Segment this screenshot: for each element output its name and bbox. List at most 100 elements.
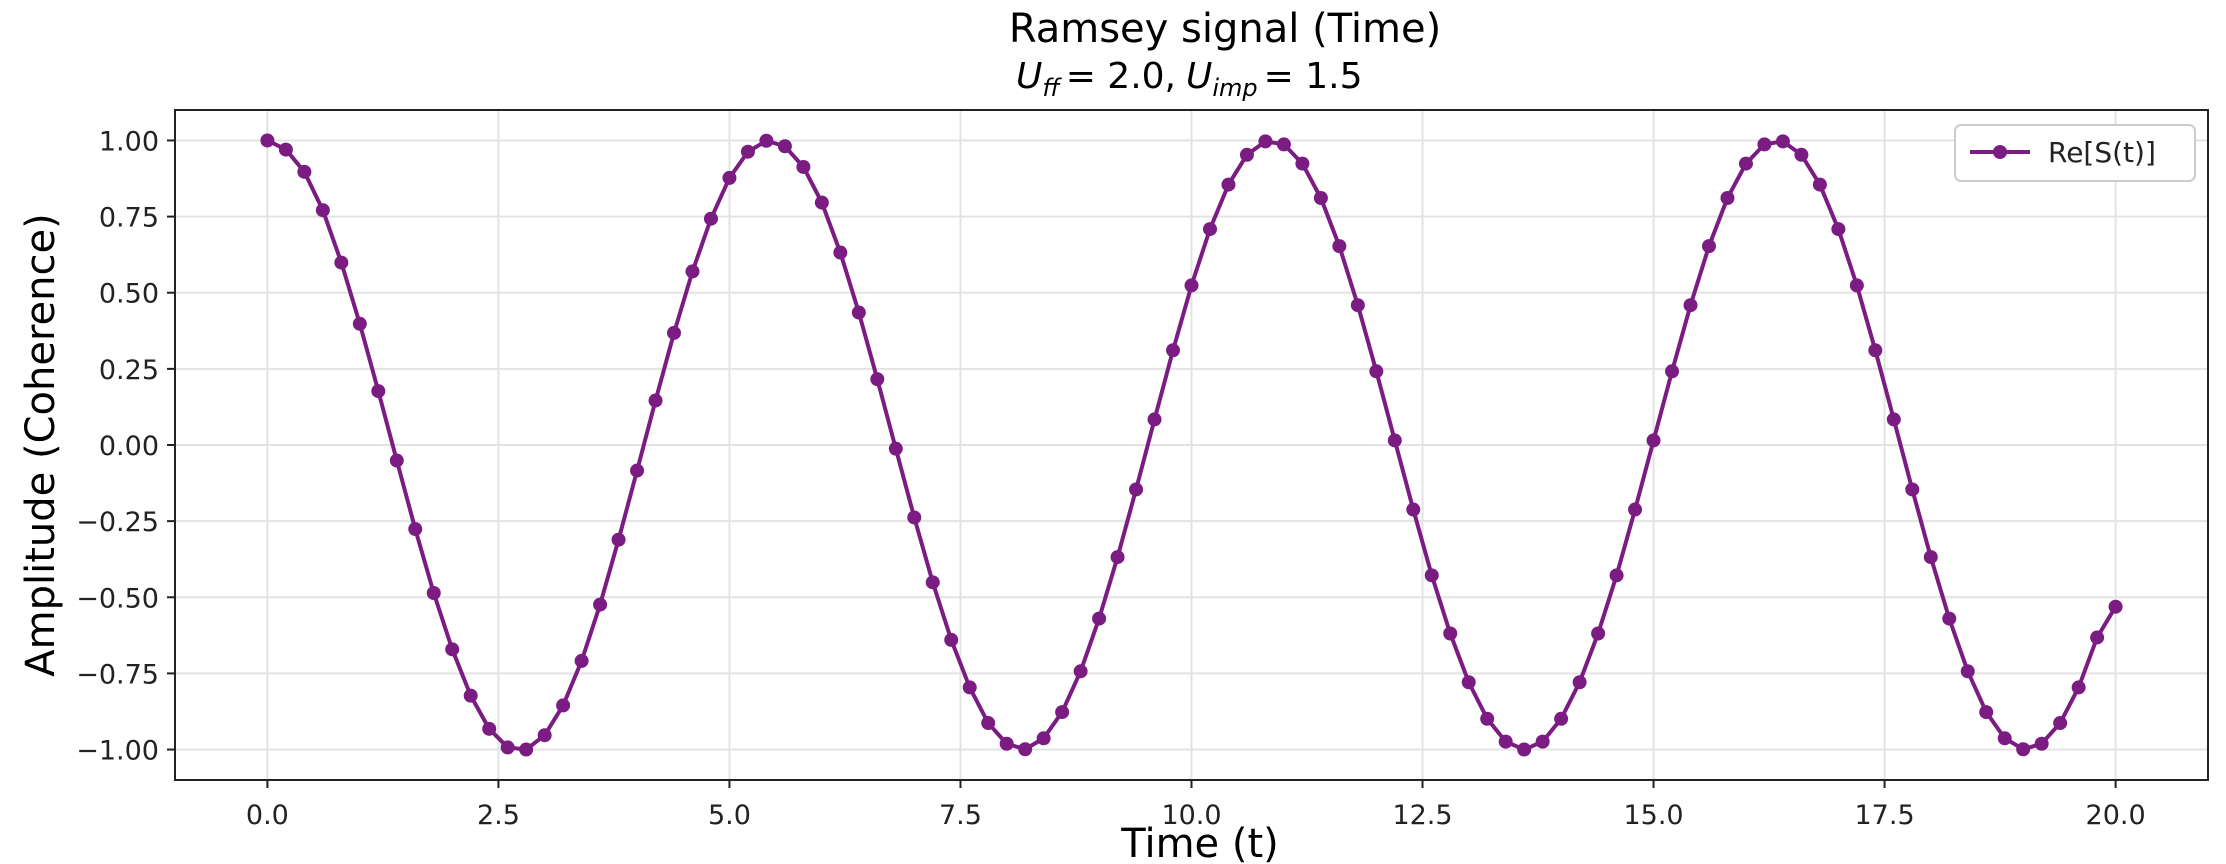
data-point (648, 393, 663, 408)
data-point (445, 642, 460, 657)
data-point (722, 170, 737, 185)
data-point (1055, 705, 1070, 720)
data-point (278, 142, 293, 157)
data-point (777, 139, 792, 154)
data-point (1480, 711, 1495, 726)
data-point (1406, 502, 1421, 517)
x-tick-label: 15.0 (1623, 800, 1683, 831)
y-tick-label: 0.25 (99, 355, 159, 386)
u-ff-subscript: ff (1042, 74, 1062, 102)
data-point (1979, 705, 1994, 720)
plot-frame (174, 109, 2209, 781)
data-point (1073, 664, 1088, 679)
data-point (1350, 298, 1365, 313)
data-point (759, 133, 774, 148)
data-point (870, 372, 885, 387)
data-point (1905, 482, 1920, 497)
data-point (833, 245, 848, 260)
data-point (667, 325, 682, 340)
data-point (1387, 433, 1402, 448)
data-point (1517, 742, 1532, 757)
data-point (2090, 630, 2105, 645)
data-point (1628, 502, 1643, 517)
data-point (593, 597, 608, 612)
data-point (1129, 482, 1144, 497)
data-point (1424, 568, 1439, 583)
data-point (1794, 147, 1809, 162)
data-point (463, 688, 478, 703)
data-point (1886, 412, 1901, 427)
data-point (1591, 626, 1606, 641)
data-point (1018, 742, 1033, 757)
data-point (1535, 734, 1550, 749)
data-point (685, 264, 700, 279)
data-point (1942, 611, 1957, 626)
data-point (1369, 364, 1384, 379)
legend-box (1954, 124, 2196, 182)
data-point (1443, 626, 1458, 641)
data-point (1295, 156, 1310, 171)
x-tick-label: 5.0 (708, 800, 751, 831)
x-tick-label: 17.5 (1855, 800, 1915, 831)
u-ff-symbol: U (1016, 56, 1042, 97)
legend-marker-swatch (1993, 145, 2007, 159)
data-point (1923, 550, 1938, 565)
grid-lines (175, 110, 2208, 780)
data-point (1147, 412, 1162, 427)
u-imp-value: = 1.5 (1264, 56, 1363, 97)
data-point (999, 736, 1014, 751)
x-tick-label: 12.5 (1392, 800, 1452, 831)
data-point (1166, 343, 1181, 358)
data-point (981, 716, 996, 731)
data-point (537, 728, 552, 743)
u-imp-symbol: U (1186, 56, 1212, 97)
data-point (1757, 137, 1772, 152)
data-point (814, 195, 829, 210)
y-tick-label: −1.00 (76, 736, 159, 767)
data-point (2108, 599, 2123, 614)
data-point (1665, 364, 1680, 379)
data-point (1775, 134, 1790, 149)
data-point (1646, 433, 1661, 448)
y-tick-label: 0.50 (99, 279, 159, 310)
y-axis-label: Amplitude (Coherence) (18, 213, 64, 676)
data-point (925, 575, 940, 590)
x-tick-label: 20.0 (2086, 800, 2146, 831)
data-point (2071, 680, 2086, 695)
data-point (352, 316, 367, 331)
y-tick-label: −0.50 (76, 583, 159, 614)
y-tick-label: −0.25 (76, 507, 159, 538)
data-point (630, 463, 645, 478)
data-point (371, 384, 386, 399)
data-point (1997, 731, 2012, 746)
data-point (1461, 675, 1476, 690)
x-tick-label: 10.0 (1161, 800, 1221, 831)
data-point (1572, 675, 1587, 690)
data-point (1498, 734, 1513, 749)
y-tick-label: 1.00 (99, 126, 159, 157)
data-point (1092, 611, 1107, 626)
chart-title: Ramsey signal (Time) (1009, 6, 1441, 52)
u-imp-subscript: imp (1212, 74, 1257, 102)
data-point (1276, 137, 1291, 152)
data-point (1960, 664, 1975, 679)
data-point (1554, 711, 1569, 726)
data-point (315, 203, 330, 218)
data-point (851, 305, 866, 320)
data-point (1332, 239, 1347, 254)
data-point (297, 164, 312, 179)
data-point (519, 742, 534, 757)
data-point (1701, 239, 1716, 254)
x-tick-label: 7.5 (939, 800, 982, 831)
data-point (962, 680, 977, 695)
data-point (334, 255, 349, 270)
data-point (2016, 742, 2031, 757)
legend: Re[S(t)] (1954, 124, 2196, 182)
data-point (2053, 716, 2068, 731)
data-point (1609, 568, 1624, 583)
legend-label: Re[S(t)] (2048, 136, 2156, 169)
data-point (796, 159, 811, 174)
data-point (1868, 343, 1883, 358)
data-point (1812, 177, 1827, 192)
